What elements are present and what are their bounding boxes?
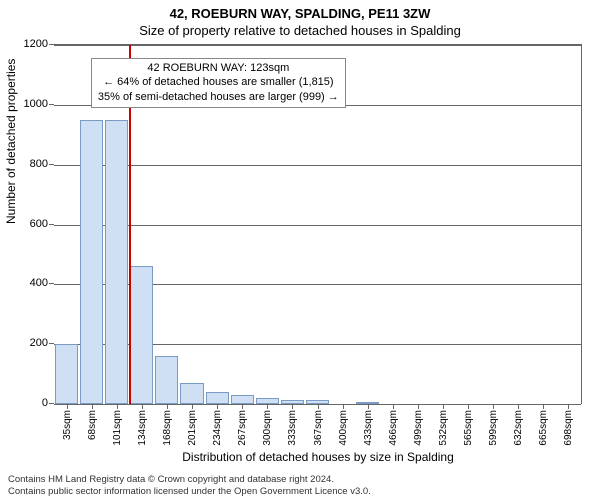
x-tick-mark — [543, 404, 544, 409]
x-tick-mark — [418, 404, 419, 409]
x-tick-mark — [493, 404, 494, 409]
bar — [155, 356, 178, 404]
x-tick-mark — [242, 404, 243, 409]
x-tick-mark — [443, 404, 444, 409]
footer-line2: Contains public sector information licen… — [8, 486, 371, 498]
x-tick-label: 234sqm — [212, 410, 223, 446]
y-tick-label: 400 — [8, 277, 48, 289]
x-tick-mark — [117, 404, 118, 409]
x-tick-mark — [217, 404, 218, 409]
page-subtitle: Size of property relative to detached ho… — [0, 23, 600, 38]
x-tick-mark — [318, 404, 319, 409]
y-tick-label: 1200 — [8, 38, 48, 50]
bar — [180, 383, 203, 404]
x-tick-label: 599sqm — [488, 410, 499, 446]
x-tick-mark — [292, 404, 293, 409]
x-tick-label: 68sqm — [87, 410, 98, 440]
x-tick-mark — [92, 404, 93, 409]
y-axis: 020040060080010001200 — [0, 44, 54, 404]
annotation-line1: 42 ROEBURN WAY: 123sqm — [98, 61, 339, 76]
x-tick-label: 35sqm — [62, 410, 73, 440]
page-title: 42, ROEBURN WAY, SPALDING, PE11 3ZW — [0, 0, 600, 21]
bar — [55, 344, 78, 404]
x-tick-mark — [167, 404, 168, 409]
x-tick-label: 300sqm — [262, 410, 273, 446]
y-tick-label: 800 — [8, 158, 48, 170]
y-tick-label: 0 — [8, 397, 48, 409]
footer: Contains HM Land Registry data © Crown c… — [8, 474, 371, 498]
x-tick-mark — [393, 404, 394, 409]
x-tick-mark — [142, 404, 143, 409]
x-tick-mark — [468, 404, 469, 409]
x-tick-label: 101sqm — [112, 410, 123, 446]
bar — [80, 120, 103, 404]
bar — [231, 395, 254, 404]
y-tick-label: 200 — [8, 337, 48, 349]
footer-line1: Contains HM Land Registry data © Crown c… — [8, 474, 371, 486]
x-tick-mark — [192, 404, 193, 409]
x-tick-mark — [568, 404, 569, 409]
bar — [130, 266, 153, 404]
chart-container: 42, ROEBURN WAY, SPALDING, PE11 3ZW Size… — [0, 0, 600, 500]
x-tick-label: 201sqm — [187, 410, 198, 446]
x-tick-label: 632sqm — [513, 410, 524, 446]
annotation-box: 42 ROEBURN WAY: 123sqm ← 64% of detached… — [91, 58, 346, 109]
x-tick-label: 333sqm — [287, 410, 298, 446]
x-tick-label: 433sqm — [363, 410, 374, 446]
plot-area: 42 ROEBURN WAY: 123sqm ← 64% of detached… — [54, 44, 582, 404]
annotation-line3: 35% of semi-detached houses are larger (… — [98, 90, 339, 105]
x-tick-label: 466sqm — [388, 410, 399, 446]
x-axis-label: Distribution of detached houses by size … — [54, 450, 582, 464]
x-tick-label: 665sqm — [538, 410, 549, 446]
x-tick-label: 532sqm — [438, 410, 449, 446]
y-tick-label: 600 — [8, 218, 48, 230]
bar — [105, 120, 128, 404]
x-tick-label: 698sqm — [563, 410, 574, 446]
x-tick-label: 565sqm — [463, 410, 474, 446]
y-tick-label: 1000 — [8, 98, 48, 110]
annotation-line2: ← 64% of detached houses are smaller (1,… — [98, 75, 339, 90]
x-tick-label: 400sqm — [338, 410, 349, 446]
x-tick-label: 499sqm — [413, 410, 424, 446]
x-tick-label: 168sqm — [162, 410, 173, 446]
x-tick-label: 267sqm — [237, 410, 248, 446]
x-tick-mark — [368, 404, 369, 409]
x-tick-label: 134sqm — [137, 410, 148, 446]
x-tick-label: 367sqm — [313, 410, 324, 446]
x-tick-mark — [67, 404, 68, 409]
x-tick-mark — [343, 404, 344, 409]
bar — [206, 392, 229, 404]
x-tick-mark — [267, 404, 268, 409]
x-tick-mark — [518, 404, 519, 409]
